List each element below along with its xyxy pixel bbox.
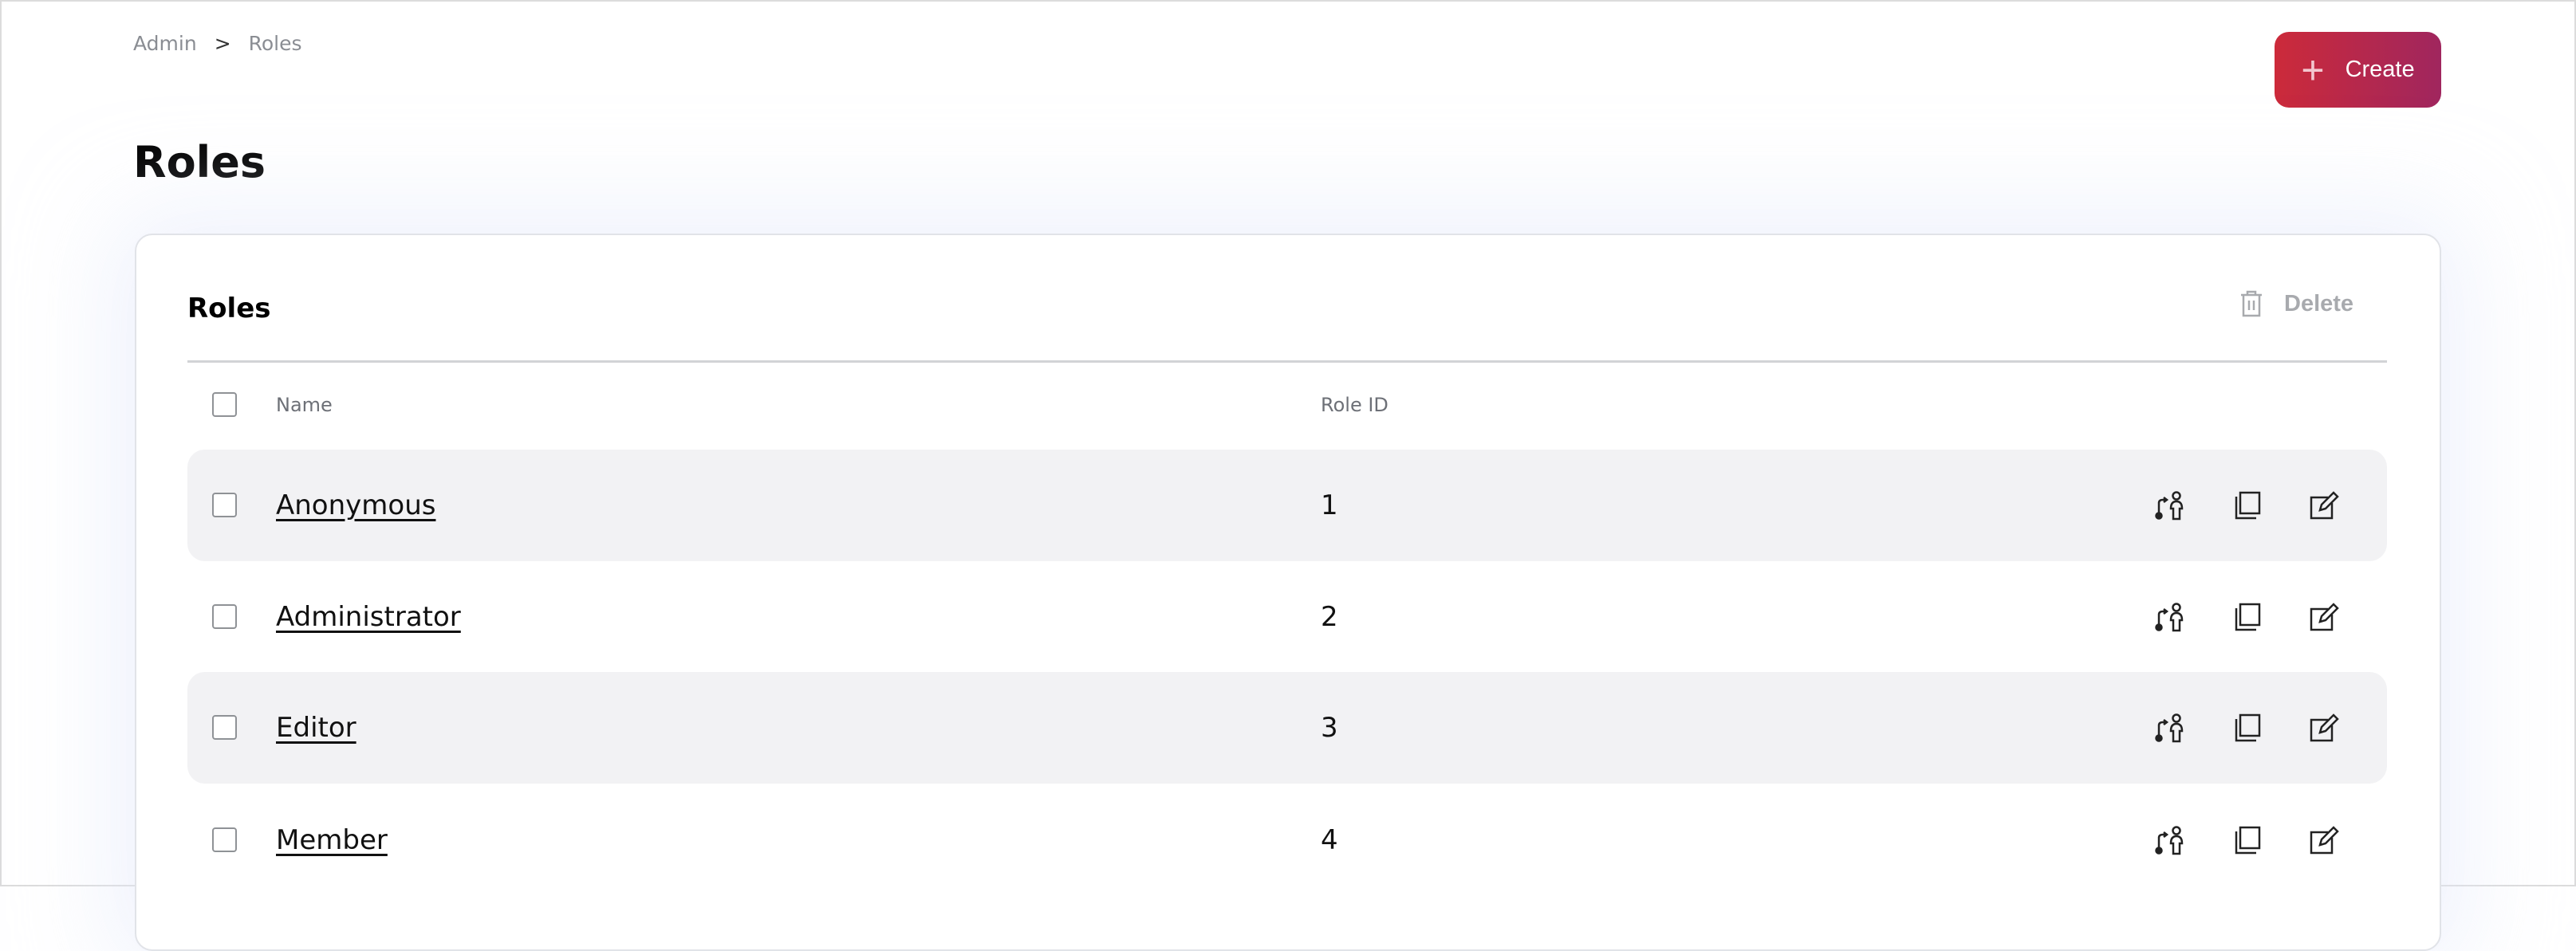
table-row: Editor 3 — [187, 672, 2387, 784]
create-label: Create — [2345, 57, 2415, 82]
row-checkbox[interactable] — [212, 827, 237, 852]
role-id: 3 — [1321, 712, 1338, 744]
trash-icon — [2241, 290, 2262, 317]
breadcrumb: Admin > Roles — [133, 32, 302, 55]
column-header-role-id[interactable]: Role ID — [1321, 394, 1388, 416]
row-checkbox[interactable] — [212, 493, 237, 517]
assign-user-icon[interactable] — [2154, 489, 2186, 521]
delete-label: Delete — [2284, 290, 2354, 316]
select-all-checkbox[interactable] — [212, 392, 237, 417]
delete-button[interactable]: Delete — [2239, 290, 2353, 317]
role-id: 4 — [1321, 824, 1338, 856]
edit-icon[interactable] — [2307, 601, 2339, 633]
role-name-link[interactable]: Administrator — [276, 601, 461, 633]
row-checkbox[interactable] — [212, 604, 237, 629]
breadcrumb-separator: > — [214, 32, 231, 55]
role-id: 1 — [1321, 489, 1338, 521]
role-name-link[interactable]: Member — [276, 824, 388, 856]
assign-user-icon[interactable] — [2154, 601, 2186, 633]
table-row: Anonymous 1 — [187, 450, 2387, 561]
card-title: Roles — [187, 293, 271, 324]
roles-card — [135, 234, 2441, 951]
plus-icon: + — [2301, 47, 2325, 92]
assign-user-icon[interactable] — [2154, 712, 2186, 744]
copy-icon[interactable] — [2231, 824, 2263, 856]
copy-icon[interactable] — [2231, 601, 2263, 633]
role-name-link[interactable]: Editor — [276, 712, 356, 744]
create-button[interactable]: + Create — [2275, 32, 2441, 108]
header-divider — [187, 360, 2387, 363]
column-header-name[interactable]: Name — [276, 394, 333, 416]
edit-icon[interactable] — [2307, 489, 2339, 521]
copy-icon[interactable] — [2231, 712, 2263, 744]
breadcrumb-admin[interactable]: Admin — [133, 32, 197, 55]
row-checkbox[interactable] — [212, 715, 237, 740]
role-name-link[interactable]: Anonymous — [276, 489, 436, 521]
edit-icon[interactable] — [2307, 824, 2339, 856]
breadcrumb-roles: Roles — [248, 32, 302, 55]
table-row: Administrator 2 — [187, 561, 2387, 673]
copy-icon[interactable] — [2231, 489, 2263, 521]
assign-user-icon[interactable] — [2154, 824, 2186, 856]
edit-icon[interactable] — [2307, 712, 2339, 744]
table-row: Member 4 — [187, 784, 2387, 896]
page-title: Roles — [133, 137, 266, 187]
role-id: 2 — [1321, 601, 1338, 633]
